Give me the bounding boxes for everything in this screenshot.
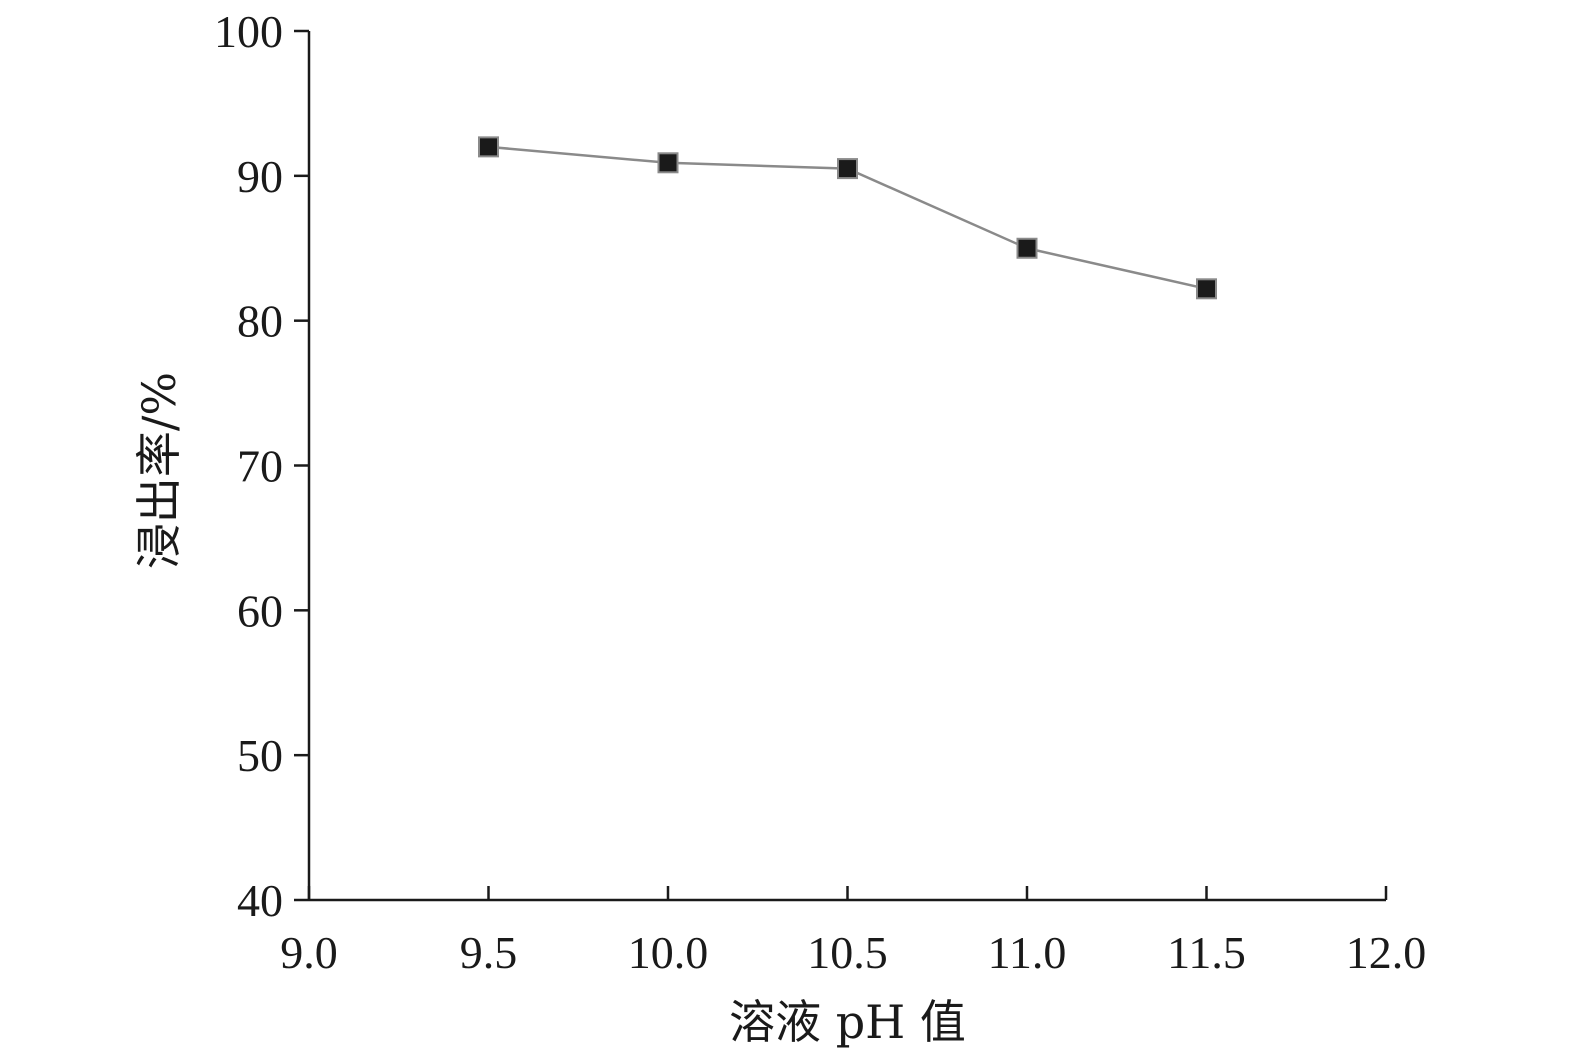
y-axis-title: 浸出率/%: [132, 372, 186, 569]
data-point-marker: [657, 152, 679, 174]
series-layer: [478, 136, 1217, 300]
data-point-marker: [1016, 237, 1038, 259]
x-tick-label: 10.5: [807, 927, 888, 978]
x-tick-label: 12.0: [1346, 927, 1427, 978]
x-tick-label: 9.5: [460, 927, 518, 978]
x-axis-ticks: 9.0 9.5 10.0 10.5 11.0 11.5 12.0: [280, 886, 1426, 978]
data-point-marker: [837, 158, 858, 180]
x-tick-label: 9.0: [280, 927, 338, 978]
x-tick-label: 11.5: [1167, 927, 1246, 978]
y-axis-ticks: 40 50 60 70 80 90 100: [214, 6, 309, 926]
x-tick-label: 10.0: [628, 927, 709, 978]
y-tick-label: 50: [237, 730, 283, 781]
y-tick-label: 90: [237, 151, 283, 202]
y-tick-label: 70: [237, 441, 283, 492]
y-tick-label: 60: [237, 585, 283, 636]
x-tick-label: 11.0: [988, 927, 1067, 978]
data-point-marker: [1196, 278, 1217, 300]
y-tick-label: 80: [237, 296, 283, 347]
y-tick-label: 40: [237, 875, 283, 926]
y-tick-label: 100: [214, 6, 283, 57]
x-axis-title: 溶液 pH 值: [729, 995, 966, 1049]
data-point-marker: [478, 136, 499, 158]
